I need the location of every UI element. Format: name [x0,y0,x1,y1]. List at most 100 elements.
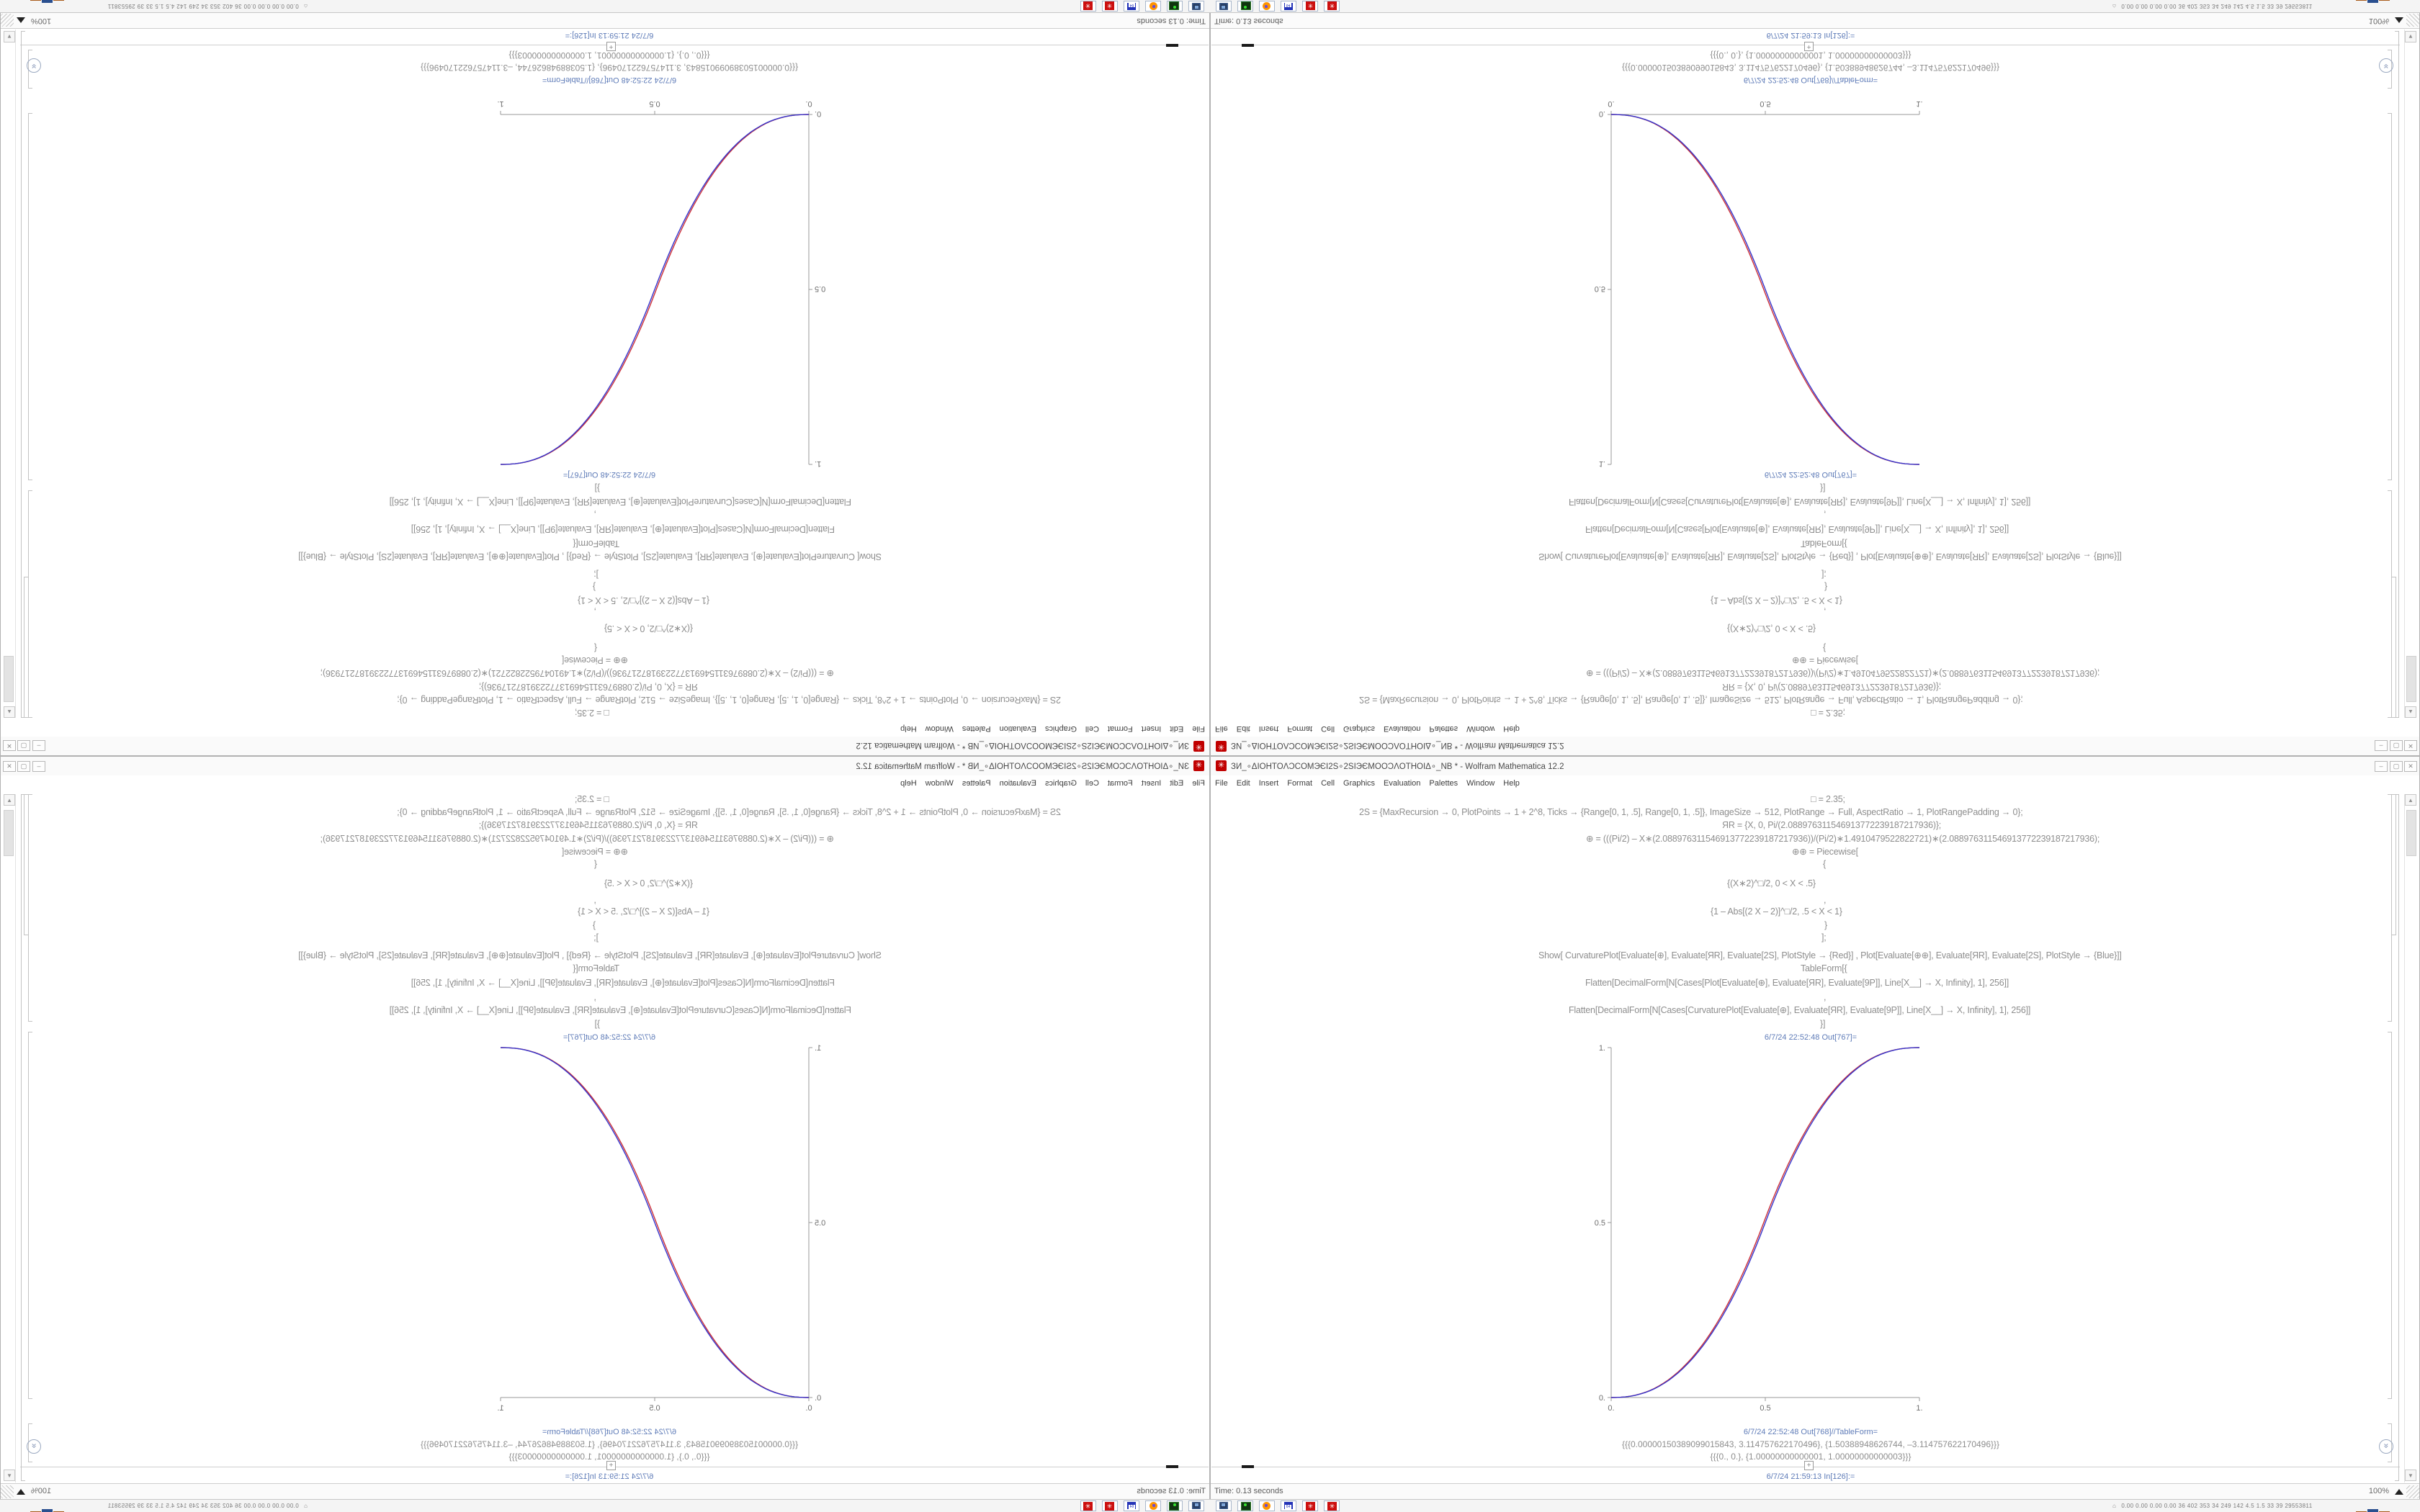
menu-item-palettes[interactable]: Palettes [962,724,991,733]
code-line-6[interactable]: { [1823,859,1826,869]
code-line-16[interactable]: Flatten[DecimalForm[N[Cases[CurvaturePlo… [1569,1005,2031,1015]
code-line-12[interactable]: Show[ CurvaturePlot[Evaluate[⊕], Evaluat… [1538,552,2122,562]
floppy-save-icon[interactable]: 64 [1281,1,1296,12]
menu-item-window[interactable]: Window [925,779,954,788]
code-line-4[interactable]: ⊕ = (((Pi/2) – X∗(2.08897631154691377223… [320,834,834,844]
code-line-10[interactable]: } [593,920,596,930]
menu-item-edit[interactable]: Edit [1236,724,1250,733]
zoom-level[interactable]: 100% [2368,17,2389,25]
title-bar[interactable]: ✳ ЗИ_∘ΔIOHTOΛƆCOMЭЄI2S∘2SIЭЄMOOƆΛOTHOIΔ∘… [1,757,1209,776]
close-button[interactable]: ✕ [3,740,16,751]
mathematica-gear-icon-2[interactable] [1324,1500,1340,1511]
code-line-3[interactable]: ЯR = {X, 0, Pi/(2.0889763115469137722391… [1722,682,1942,692]
magnification-popup-icon[interactable] [17,1489,25,1495]
menu-item-edit[interactable]: Edit [1236,779,1250,788]
code-line-1[interactable]: □ = 2.35; [575,794,609,804]
menu-item-window[interactable]: Window [1466,724,1495,733]
vertical-scrollbar[interactable]: ▲ ▼ [3,794,16,1482]
title-bar[interactable]: ✳ ЗИ_∘ΔIOHTOΛƆCOMЭЄI2S∘2SIЭЄMOOƆΛOTHOIΔ∘… [1211,736,2419,755]
notebook-content[interactable] [1211,793,2419,1482]
floppy-save-icon[interactable]: 64 [1281,1500,1296,1511]
screen-recorder-icon[interactable] [1237,1500,1253,1511]
code-line-5[interactable]: ⊕⊕ = Piecewise[ [562,847,628,857]
menu-item-palettes[interactable]: Palettes [962,779,991,788]
code-line-7[interactable]: {(X∗2)^□/2, 0 < X < .5} [604,878,693,888]
mathematica-gear-icon[interactable] [1102,1,1118,12]
code-line-16[interactable]: Flatten[DecimalForm[N[Cases[CurvaturePlo… [389,1005,851,1015]
scrollbar-thumb[interactable] [4,656,14,702]
firefox-icon[interactable] [1259,1500,1275,1511]
code-line-5[interactable]: ⊕⊕ = Piecewise[ [1792,655,1858,665]
magnification-popup-icon[interactable] [17,17,25,23]
code-line-3[interactable]: ЯR = {X, 0, Pi/(2.0889763115469137722391… [478,682,698,692]
cell-bracket[interactable] [2392,794,2396,935]
code-line-17[interactable]: }] [594,483,600,493]
code-line-4[interactable]: ⊕ = (((Pi/2) – X∗(2.08897631154691377223… [1586,834,2100,844]
code-line-3[interactable]: ЯR = {X, 0, Pi/(2.0889763115469137722391… [478,820,698,830]
cell-bracket[interactable] [2388,113,2392,480]
resize-grip[interactable] [2406,1485,2419,1498]
vertical-scrollbar[interactable]: ▲ ▼ [2404,30,2417,718]
mathematica-gear-icon[interactable] [1102,1500,1118,1511]
menu-item-format[interactable]: Format [1287,779,1313,788]
insert-cell-plus-button[interactable]: + [606,42,616,51]
firefox-icon[interactable] [1145,1,1161,12]
insert-cell-plus-button[interactable]: + [1804,1461,1814,1470]
code-line-2[interactable]: 2S = {MaxRecursion → 0, PlotPoints → 1 +… [1359,807,2023,817]
maximize-button[interactable]: ▢ [17,740,30,751]
maximize-button[interactable]: ▢ [2390,740,2403,751]
scroll-down-button[interactable]: ▼ [2405,31,2416,42]
code-line-3[interactable]: ЯR = {X, 0, Pi/(2.0889763115469137722391… [1722,820,1942,830]
menu-item-file[interactable]: File [1215,724,1228,733]
code-line-10[interactable]: } [593,582,596,592]
menu-item-graphics[interactable]: Graphics [1343,779,1376,788]
screen-recorder-icon[interactable] [1237,1,1253,12]
code-line-7[interactable]: {(X∗2)^□/2, 0 < X < .5} [1727,878,1816,888]
firefox-icon[interactable] [1145,1500,1161,1511]
cell-group-bracket[interactable] [21,31,25,718]
zoom-level[interactable]: 100% [31,17,52,25]
minimize-button[interactable]: – [2375,761,2388,772]
jump-to-end-icon[interactable]: » [27,58,41,73]
mathematica-gear-icon[interactable] [1302,1500,1318,1511]
minimize-button[interactable]: – [32,740,45,751]
jump-to-end-icon[interactable]: » [2379,58,2393,73]
cell-bracket[interactable] [28,113,32,480]
magnification-popup-icon[interactable] [2395,17,2403,23]
vertical-scrollbar[interactable]: ▲ ▼ [2404,794,2417,1482]
code-line-1[interactable]: □ = 2.35; [1811,708,1845,718]
menu-item-cell[interactable]: Cell [1085,779,1099,788]
menu-item-window[interactable]: Window [925,724,954,733]
code-line-5[interactable]: ⊕⊕ = Piecewise[ [1792,847,1858,857]
code-line-1[interactable]: □ = 2.35; [1811,794,1845,804]
code-line-13[interactable]: TableForm[{ [1801,539,1847,549]
code-line-11[interactable]: ]; [593,570,599,580]
menu-item-cell[interactable]: Cell [1321,779,1335,788]
menu-item-graphics[interactable]: Graphics [1343,724,1376,733]
menu-item-edit[interactable]: Edit [1170,724,1184,733]
code-line-12[interactable]: Show[ CurvaturePlot[Evaluate[⊕], Evaluat… [298,950,882,960]
title-bar[interactable]: ✳ ЗИ_∘ΔIOHTOΛƆCOMЭЄI2S∘2SIЭЄMOOƆΛOTHOIΔ∘… [1211,757,2419,776]
menu-item-graphics[interactable]: Graphics [1044,724,1077,733]
menu-item-insert[interactable]: Insert [1258,724,1279,733]
menu-item-help[interactable]: Help [900,724,917,733]
code-line-9[interactable]: {1 – Abs[(2 X – 2)]^□/2, .5 < X < 1} [578,595,709,606]
menu-item-format[interactable]: Format [1107,779,1133,788]
scroll-down-button[interactable]: ▼ [4,1470,15,1481]
scroll-up-button[interactable]: ▲ [4,794,15,806]
menu-item-evaluation[interactable]: Evaluation [999,724,1036,733]
cell-bracket[interactable] [28,490,32,718]
code-line-5[interactable]: ⊕⊕ = Piecewise[ [562,655,628,665]
close-button[interactable]: ✕ [2404,740,2417,751]
mathematica-gear-icon[interactable] [1302,1,1318,12]
close-button[interactable]: ✕ [3,761,16,772]
menu-item-edit[interactable]: Edit [1170,779,1184,788]
screen-recorder-icon[interactable] [1167,1,1183,12]
menu-item-window[interactable]: Window [1466,779,1495,788]
menu-item-help[interactable]: Help [1503,779,1520,788]
code-line-12[interactable]: Show[ CurvaturePlot[Evaluate[⊕], Evaluat… [1538,950,2122,960]
menu-item-insert[interactable]: Insert [1141,724,1162,733]
menu-item-graphics[interactable]: Graphics [1044,779,1077,788]
code-line-2[interactable]: 2S = {MaxRecursion → 0, PlotPoints → 1 +… [397,807,1062,817]
code-line-6[interactable]: { [594,859,597,869]
